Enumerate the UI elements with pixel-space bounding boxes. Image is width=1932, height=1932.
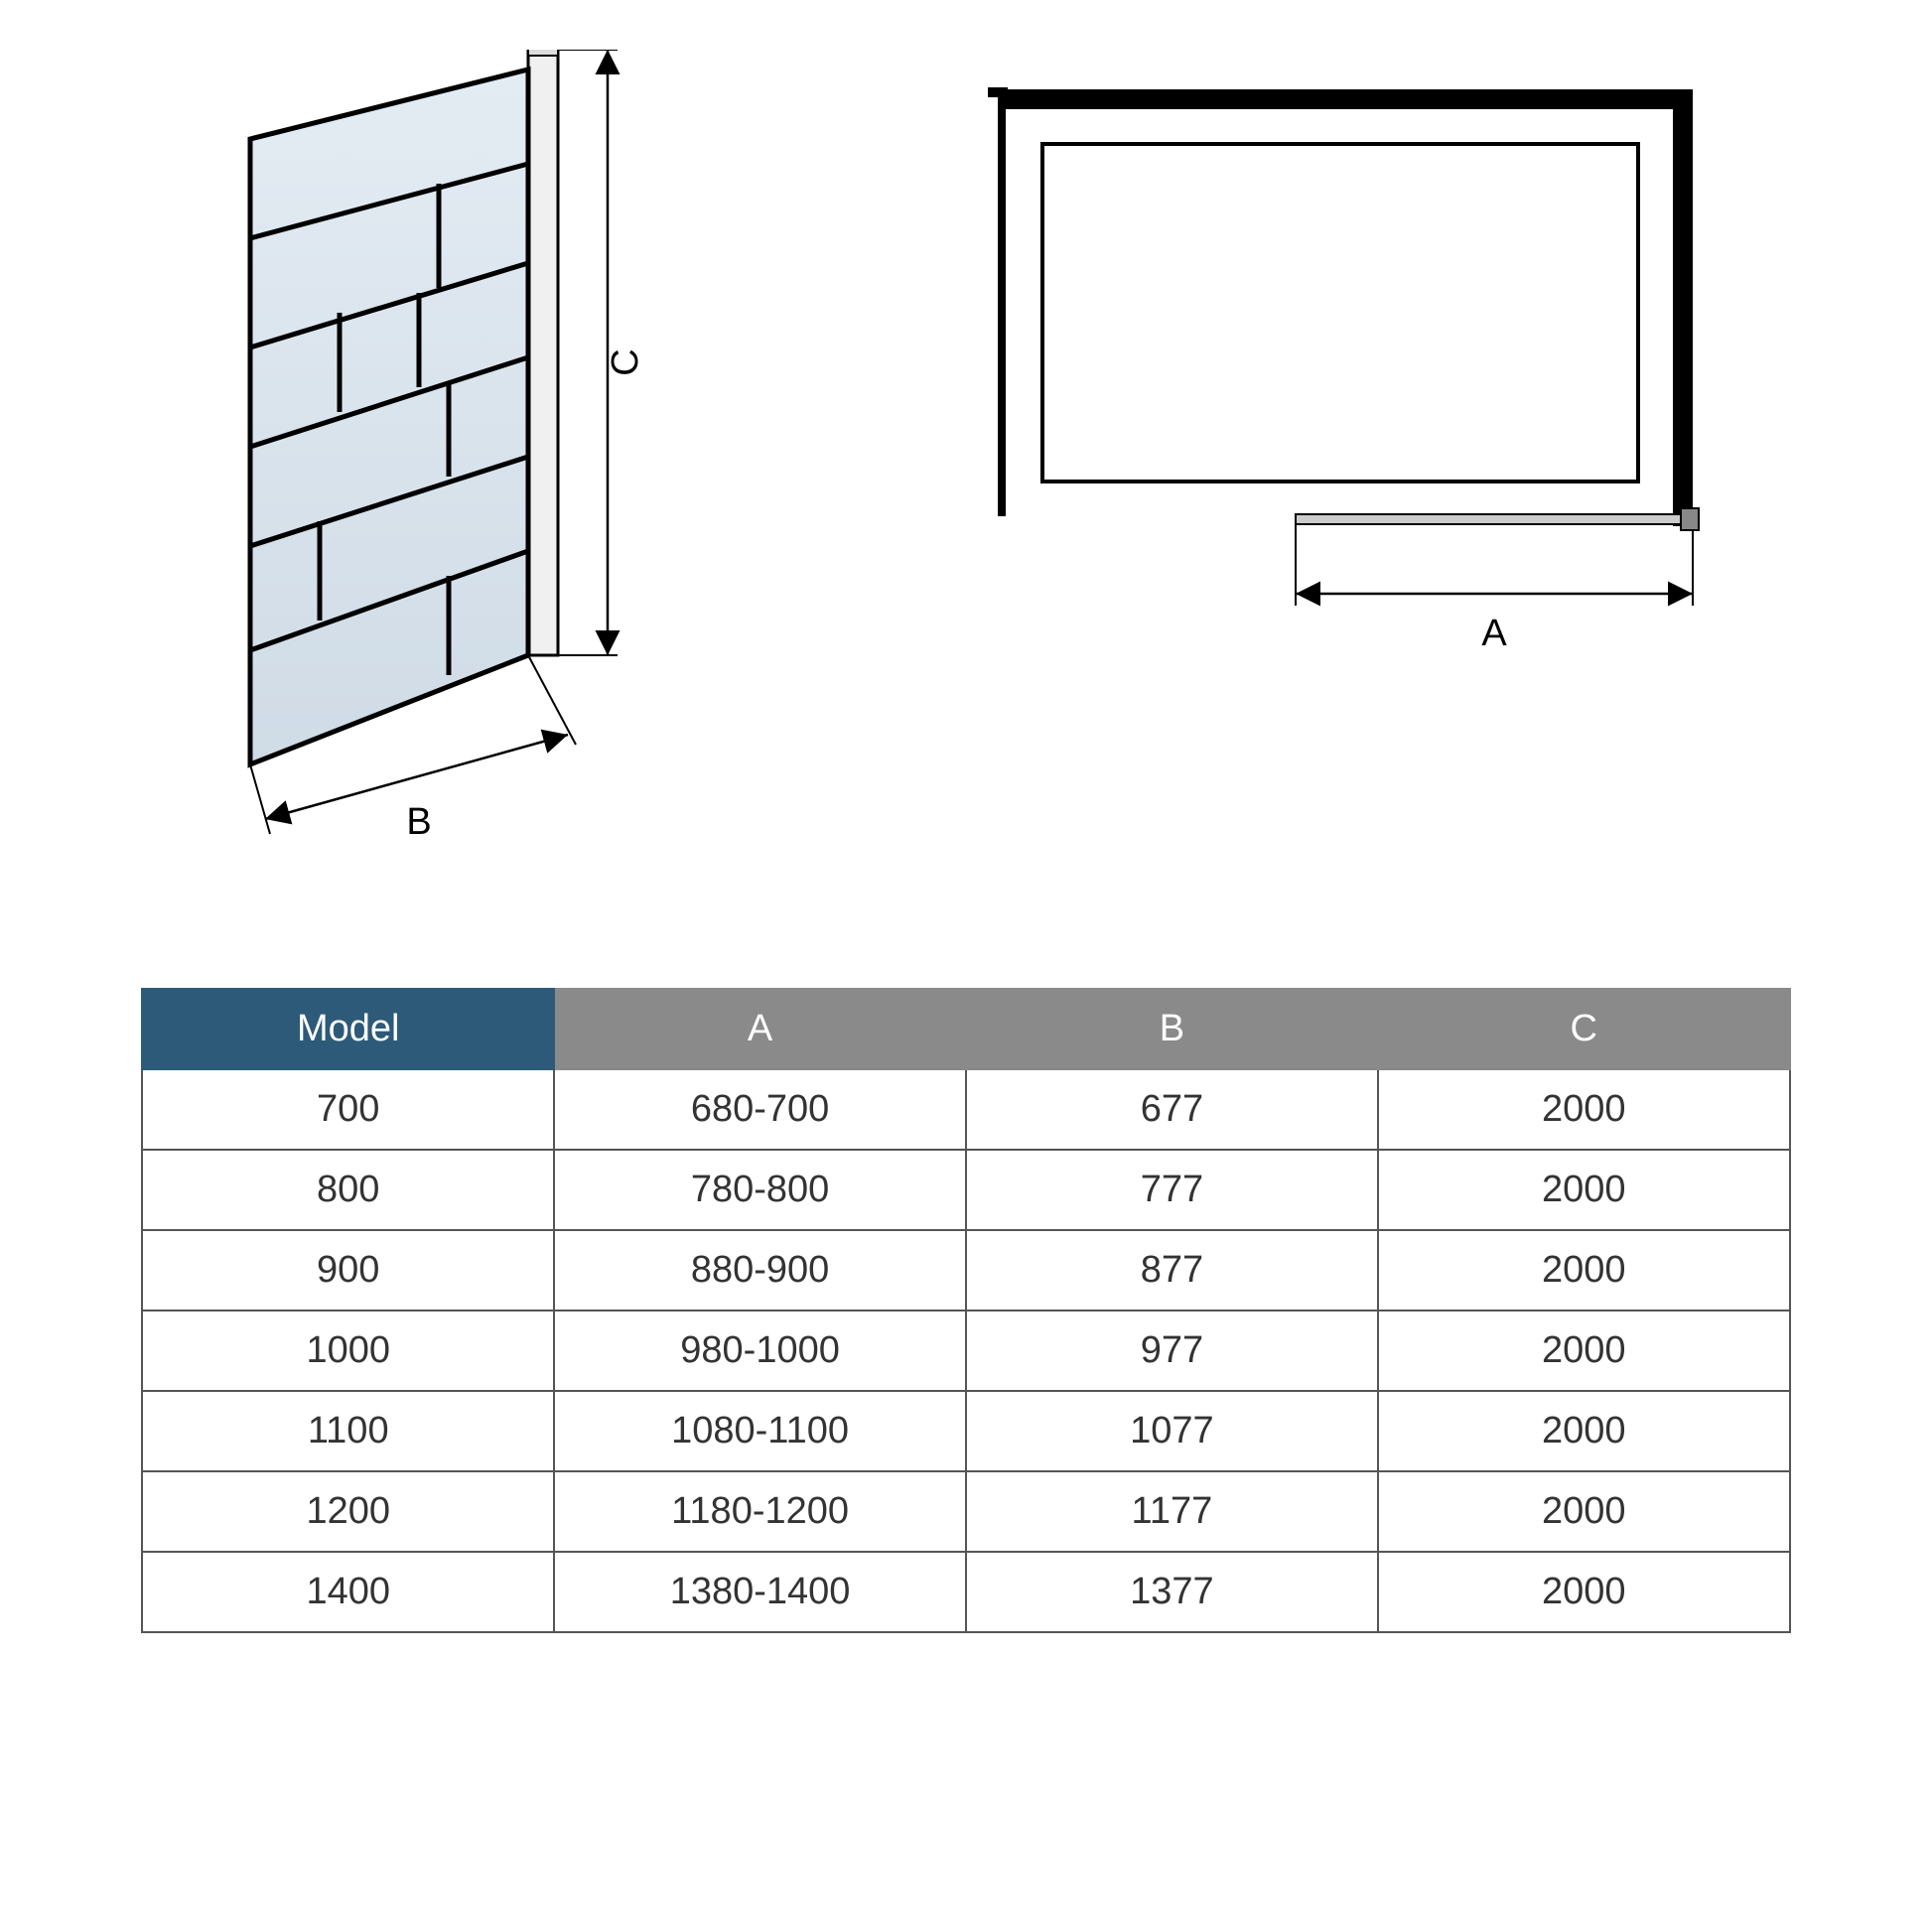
left-diagram: C B <box>191 50 806 869</box>
cell-b: 777 <box>966 1150 1378 1230</box>
cell-b: 877 <box>966 1230 1378 1311</box>
table-header-row: Model A B C <box>142 989 1789 1069</box>
dimensions-table: Model A B C 700680-7006772000800780-8007… <box>141 988 1790 1633</box>
cell-c: 2000 <box>1378 1391 1790 1471</box>
cell-b: 677 <box>966 1069 1378 1150</box>
cell-model: 1000 <box>142 1311 554 1391</box>
header-b: B <box>966 989 1378 1069</box>
cell-a: 680-700 <box>554 1069 966 1150</box>
cell-c: 2000 <box>1378 1471 1790 1552</box>
cell-model: 1100 <box>142 1391 554 1471</box>
table-row: 11001080-110010772000 <box>142 1391 1789 1471</box>
header-a: A <box>554 989 966 1069</box>
cell-a: 1380-1400 <box>554 1552 966 1632</box>
cell-a: 880-900 <box>554 1230 966 1311</box>
cell-b: 1177 <box>966 1471 1378 1552</box>
diagrams-container: C B <box>50 50 1882 869</box>
cell-b: 977 <box>966 1311 1378 1391</box>
table-row: 1000980-10009772000 <box>142 1311 1789 1391</box>
table-row: 12001180-120011772000 <box>142 1471 1789 1552</box>
cell-a: 980-1000 <box>554 1311 966 1391</box>
table-row: 900880-9008772000 <box>142 1230 1789 1311</box>
cell-b: 1377 <box>966 1552 1378 1632</box>
cell-a: 780-800 <box>554 1150 966 1230</box>
cell-c: 2000 <box>1378 1069 1790 1150</box>
cell-c: 2000 <box>1378 1150 1790 1230</box>
cell-a: 1080-1100 <box>554 1391 966 1471</box>
header-model: Model <box>142 989 554 1069</box>
header-c: C <box>1378 989 1790 1069</box>
cell-c: 2000 <box>1378 1230 1790 1311</box>
table-row: 800780-8007772000 <box>142 1150 1789 1230</box>
right-diagram: A <box>968 50 1742 690</box>
cell-a: 1180-1200 <box>554 1471 966 1552</box>
cell-c: 2000 <box>1378 1311 1790 1391</box>
dim-label-b: B <box>406 801 431 843</box>
cell-b: 1077 <box>966 1391 1378 1471</box>
cell-model: 800 <box>142 1150 554 1230</box>
dim-label-c: C <box>605 348 646 375</box>
cell-c: 2000 <box>1378 1552 1790 1632</box>
dim-label-a: A <box>1481 613 1507 654</box>
cell-model: 700 <box>142 1069 554 1150</box>
table-row: 14001380-140013772000 <box>142 1552 1789 1632</box>
table-row: 700680-7006772000 <box>142 1069 1789 1150</box>
cell-model: 1400 <box>142 1552 554 1632</box>
cell-model: 900 <box>142 1230 554 1311</box>
cell-model: 1200 <box>142 1471 554 1552</box>
